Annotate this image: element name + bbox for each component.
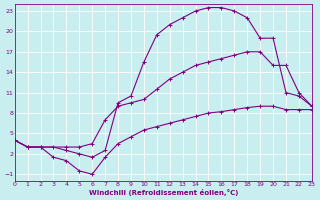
X-axis label: Windchill (Refroidissement éolien,°C): Windchill (Refroidissement éolien,°C) [89,189,238,196]
